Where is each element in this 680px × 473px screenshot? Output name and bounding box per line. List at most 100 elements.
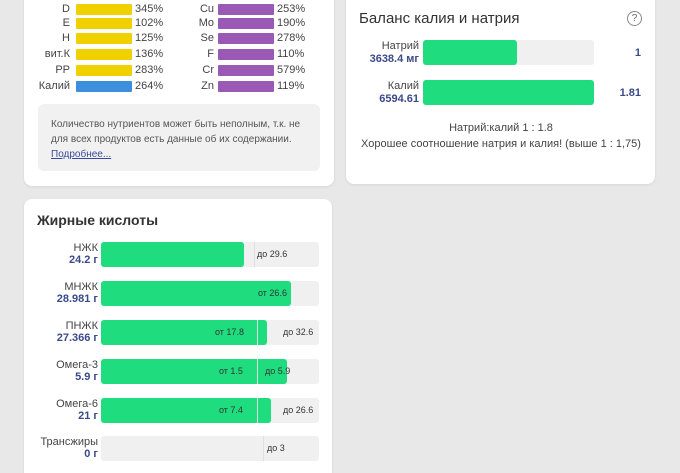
nutrient-bar [76,33,132,44]
fatty-acid-name: Омега-6 [56,398,98,410]
sodium-bar-fill [423,40,517,65]
fatty-acid-value: 5.9 г [75,371,98,383]
min-marker [257,320,258,345]
nutrient-percent: 190% [277,17,306,29]
fatty-acid-label: Омега-6 21 г [28,398,98,422]
min-marker [257,398,258,423]
nutrient-name: H [62,32,70,44]
nutrient-bar [76,4,132,15]
nutrient-bar [76,81,132,92]
fatty-acid-label: ПНЖК 27.366 г [28,320,98,344]
nutrient-row: Cu 253% [174,3,334,15]
nutrient-row: PP 283% [24,64,174,76]
fatty-acids-card: Жирные кислоты НЖК 24.2 г до 29.6 МНЖК 2… [24,199,332,473]
nutrient-bar [76,18,132,29]
fatty-acid-bar-fill [101,242,244,267]
fatty-acid-bar-track: от 17.8 до 32.6 [101,320,319,345]
fatty-acid-label: Трансжиры 0 г [28,436,98,460]
fatty-acid-value: 27.366 г [56,332,98,344]
nutrient-name: Калий [38,80,70,92]
max-marker [263,436,264,461]
nutrient-name: Cr [202,64,214,76]
nutrient-name: PP [55,64,70,76]
nutrient-row: H 125% [24,32,174,44]
min-marker [257,359,258,384]
potassium-ratio: 1.81 [619,87,641,99]
max-marker [254,242,255,267]
nutrient-bar [218,65,274,76]
nutrient-row: Калий 264% [24,80,174,92]
nutrient-row: F 110% [174,48,334,60]
nutrient-percent: 253% [277,3,306,15]
fatty-acid-bar-track: от 7.4 до 26.6 [101,398,319,423]
nutrient-name: F [207,48,214,60]
nutrient-percent: 125% [135,32,164,44]
nutrient-bar [218,4,274,15]
card-title: Жирные кислоты [37,212,159,228]
potassium-value: 6594.61 [379,93,419,105]
sodium-value: 3638.4 мг [369,53,419,65]
fatty-acid-name: Омега-3 [56,359,98,371]
fatty-acid-bar-fill [101,320,267,345]
nutrient-row: вит.К 136% [24,48,174,60]
fatty-acid-value: 28.981 г [56,293,98,305]
potassium-bar-fill [423,80,594,105]
nutrient-bar [218,81,274,92]
fatty-acid-value: 0 г [84,448,98,460]
nutrient-percent: 278% [277,32,306,44]
max-annotation: до 5.9 [265,366,291,376]
max-annotation: до 29.6 [257,249,288,259]
nutrient-bar [218,18,274,29]
nutrient-row: E 102% [24,17,174,29]
nutrient-percent: 136% [135,48,164,60]
fatty-acid-bar-fill [101,359,287,384]
sodium-name: Натрий [381,40,419,52]
fatty-acid-value: 24.2 г [68,254,98,266]
fatty-acid-bar-fill [101,398,271,423]
nutrient-percent: 283% [135,64,164,76]
sodium-ratio: 1 [634,47,641,59]
nutrient-name: Cu [199,3,214,15]
balance-summary: Натрий:калий 1 : 1.8 Хорошее соотношение… [356,120,646,152]
help-icon[interactable]: ? [627,11,642,26]
nutrient-row: Mo 190% [174,17,334,29]
note-text: Количество нутриентов может быть неполны… [51,119,301,145]
sodium-bar-track [423,40,594,65]
fatty-acid-bar-track: от 26.6 [101,281,319,306]
nutrient-percent: 110% [277,48,305,60]
sodium-label: Натрий 3638.4 мг [349,40,419,66]
ratio-text: Натрий:калий 1 : 1.8 [449,122,553,134]
min-annotation: от 1.5 [219,366,243,376]
min-annotation: от 26.6 [258,288,287,298]
min-annotation: от 17.8 [215,327,244,337]
min-annotation: от 7.4 [219,405,243,415]
fatty-acid-bar-fill [101,281,291,306]
fatty-acid-name: ПНЖК [65,320,98,332]
nutrient-name: D [62,3,70,15]
nutrient-percent: 119% [277,80,305,92]
fatty-acid-name: Трансжиры [40,436,98,448]
nutrients-card: D 345% E 102% H 125% вит.К 136% PP 283% … [24,0,334,186]
fatty-acid-name: МНЖК [64,281,98,293]
fatty-acid-value: 21 г [78,410,98,422]
nutrient-bar [76,65,132,76]
nutrient-name: Se [200,32,214,44]
nutrient-name: вит.К [44,48,70,60]
nutrient-row: D 345% [24,3,174,15]
more-link[interactable]: Подробнее... [51,149,112,160]
fatty-acid-label: Омега-3 5.9 г [28,359,98,383]
fatty-acid-bar-track: от 1.5 до 5.9 [101,359,319,384]
nutrient-row: Cr 579% [174,64,334,76]
fatty-acid-bar-track: до 3 [101,436,319,461]
sodium-potassium-card: Баланс калия и натрия ? Натрий 3638.4 мг… [346,0,655,184]
fatty-acid-bar-track: до 29.6 [101,242,319,267]
nutrient-row: Zn 119% [174,80,334,92]
nutrient-percent: 102% [135,17,164,29]
max-annotation: до 32.6 [283,327,314,337]
nutrient-row: Se 278% [174,32,334,44]
verdict-text: Хорошее соотношение натрия и калия! (выш… [361,138,641,150]
nutrient-bar [76,49,132,60]
nutrient-name: E [62,17,70,29]
potassium-bar-track [423,80,594,105]
potassium-name: Калий [387,80,419,92]
